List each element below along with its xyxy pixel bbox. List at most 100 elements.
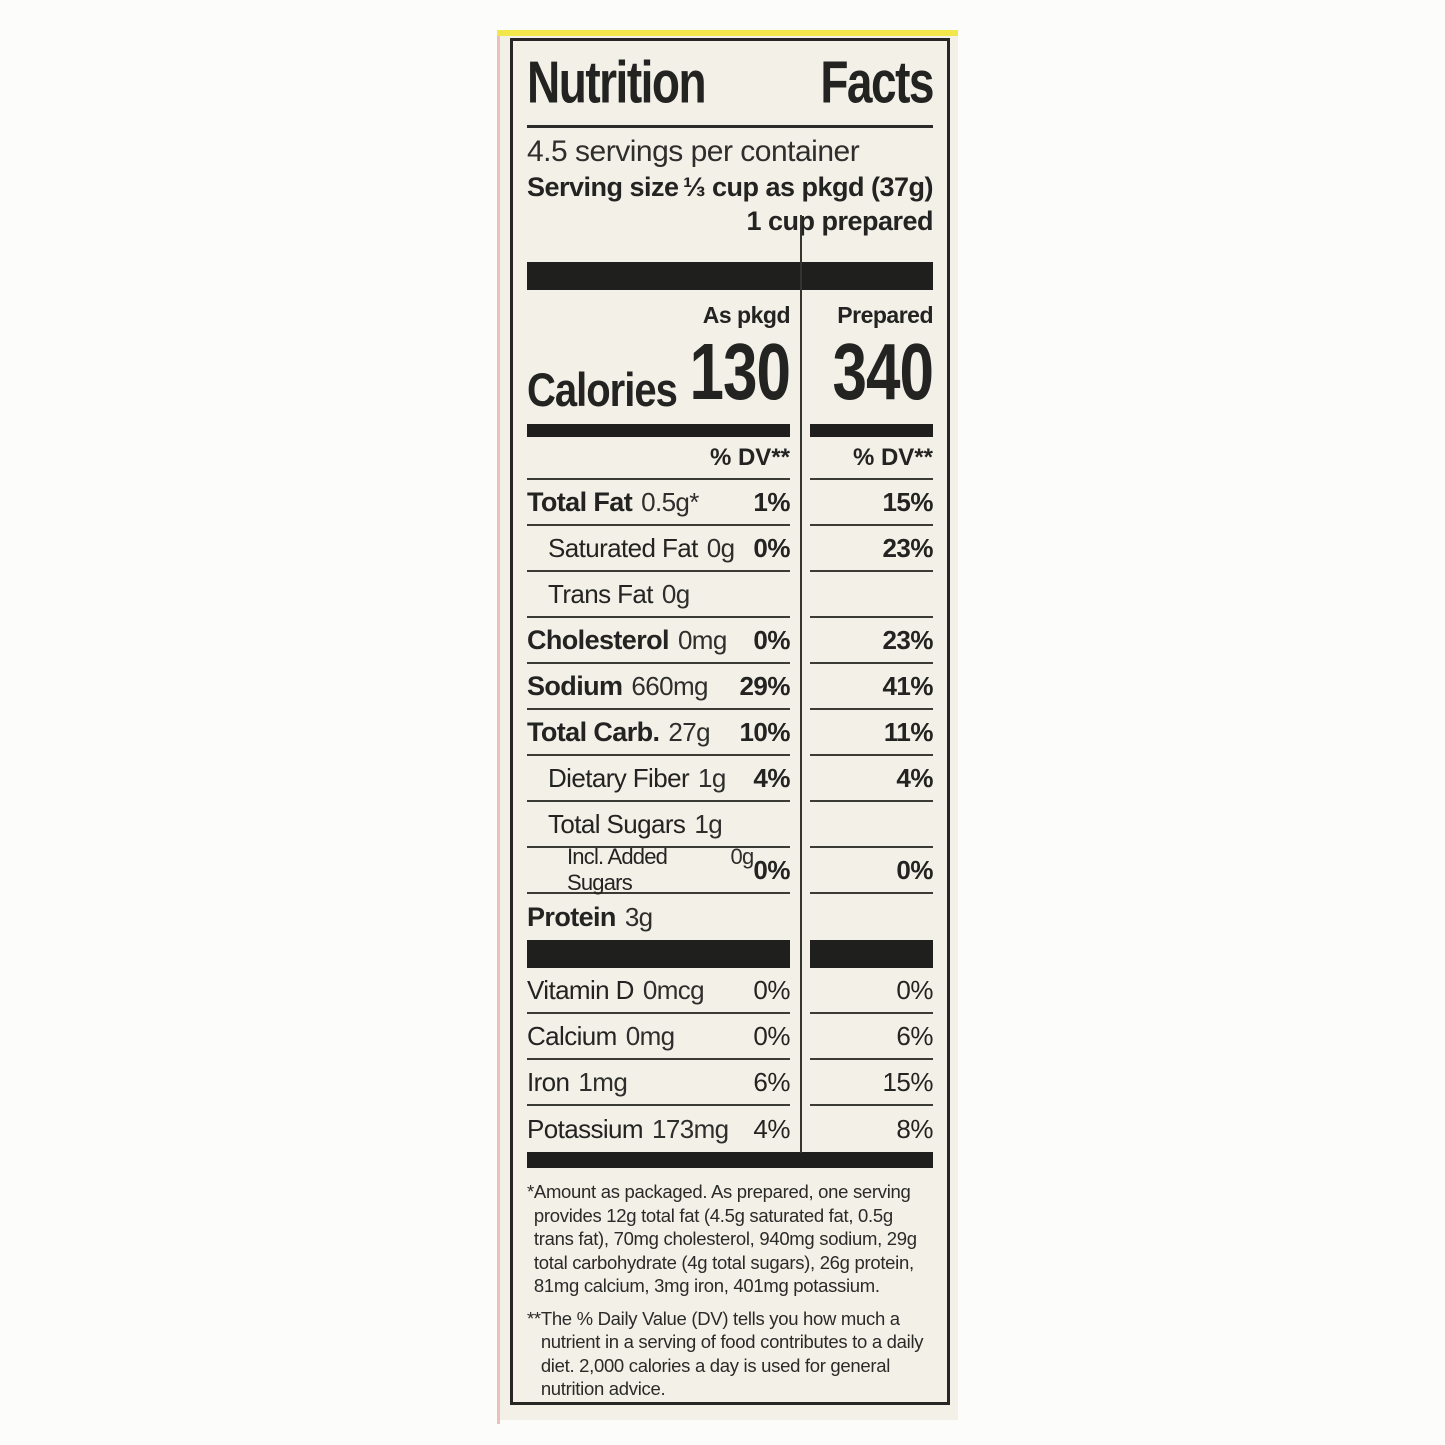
nutrient-dv-as-pkgd: 0% <box>753 974 790 1005</box>
nutrient-amount: 0g <box>730 844 755 869</box>
nutrient-row: Trans Fat 0g <box>527 572 933 618</box>
nutrient-amount: 0g <box>706 532 735 563</box>
nutrient-amount: 660mg <box>631 670 708 701</box>
label-title-word: Nutrition <box>527 48 707 116</box>
nutrient-name: Cholesterol <box>527 624 670 655</box>
nutrient-amount: 3g <box>624 901 653 932</box>
serving-size-label: Serving size <box>527 171 679 202</box>
nutrient-dv-prepared: 11% <box>883 716 934 747</box>
footnote-asterisk: ** <box>527 1307 541 1329</box>
dv-header-prepared: % DV** <box>852 443 933 471</box>
box-side-panel: Nutrition Facts 4.5 servings per contain… <box>497 30 958 1424</box>
section-divider-bar <box>527 940 933 968</box>
nutrient-amount: 0mg <box>677 624 727 655</box>
nutrient-name: Vitamin D <box>527 974 634 1005</box>
nutrient-row: Saturated Fat 0g 0% 23% <box>527 526 933 572</box>
label-title-word: Facts <box>820 48 934 116</box>
nutrient-name: Calcium <box>527 1020 617 1051</box>
nutrient-dv-prepared: 8% <box>896 1113 933 1144</box>
column-header-prepared: Prepared <box>837 301 933 328</box>
calories-as-pkgd-value: 130 <box>689 328 791 417</box>
nutrient-row: Calcium 0mg 0% 6% <box>527 1014 933 1060</box>
nutrient-name: Dietary Fiber <box>548 762 690 793</box>
calories-label: Calories <box>527 364 678 417</box>
nutrient-dv-as-pkgd: 4% <box>753 762 790 793</box>
nutrient-amount: 173mg <box>651 1113 729 1144</box>
panel-top-yellow-stripe <box>497 30 958 36</box>
calories-underline-bar <box>527 424 933 437</box>
nutrition-facts-label: Nutrition Facts 4.5 servings per contain… <box>510 38 950 1405</box>
nutrient-row: Total Fat 0.5g* 1% 15% <box>527 480 933 526</box>
nutrient-dv-prepared: 23% <box>882 624 933 655</box>
nutrient-dv-as-pkgd: 4% <box>753 1113 790 1144</box>
nutrient-dv-prepared: 0% <box>896 974 933 1005</box>
nutrient-name: Incl. Added Sugars <box>567 844 668 895</box>
column-header-as-pkgd: As pkgd <box>702 301 791 328</box>
nutrient-row: Total Carb. 27g 10% 11% <box>527 710 934 756</box>
nutrient-row: Incl. Added Sugars 0g 0% 0% <box>527 844 933 895</box>
footnote-asterisk: * <box>527 1181 534 1202</box>
nutrient-dv-prepared: 6% <box>896 1020 933 1051</box>
nutrient-dv-prepared: 0% <box>896 854 933 885</box>
servings-per-container: 4.5 servings per container <box>527 135 860 168</box>
footnote-text: Amount as packaged. As prepared, one ser… <box>533 1181 917 1296</box>
nutrient-amount: 0g <box>661 578 690 609</box>
nutrient-amount: 1g <box>694 808 723 839</box>
nutrient-name: Total Fat <box>527 486 633 517</box>
nutrient-row: Cholesterol 0mg 0% 23% <box>527 618 933 664</box>
nutrient-row: Sodium 660mg 29% 41% <box>527 664 933 710</box>
nutrient-row: Iron 1mg 6% 15% <box>527 1060 933 1106</box>
footnote-daily-value: ** The % Daily Value (DV) tells you how … <box>527 1307 933 1401</box>
nutrient-amount: 27g <box>668 716 711 747</box>
column-divider-line <box>800 215 802 1153</box>
vitamins-table: Vitamin D 0mcg 0% 0% Calcium 0mg 0% 6% I… <box>527 968 933 1152</box>
nutrient-amount: 1mg <box>578 1066 628 1097</box>
nutrient-name: Iron <box>527 1066 570 1097</box>
nutrient-name: Total Sugars <box>548 808 686 839</box>
dv-header-as-pkgd: % DV** <box>709 443 790 471</box>
nutrient-name: Total Carb. <box>527 716 660 747</box>
nutrient-name: Trans Fat <box>548 578 653 609</box>
nutrient-row: Vitamin D 0mcg 0% 0% <box>527 968 933 1014</box>
panel-edge-hairline <box>497 34 500 1424</box>
nutrient-amount: 0mcg <box>642 974 705 1005</box>
nutrient-name: Saturated Fat <box>548 532 698 563</box>
nutrient-name: Sodium <box>527 670 623 701</box>
nutrient-row: Dietary Fiber 1g 4% 4% <box>527 756 933 802</box>
nutrient-row: Protein 3g <box>527 894 933 940</box>
label-title: Nutrition Facts <box>527 48 934 117</box>
nutrients-table: Total Fat 0.5g* 1% 15% Saturated Fat 0g … <box>527 480 934 940</box>
nutrient-amount: 0mg <box>625 1020 675 1051</box>
serving-size-value: ⅓ cup as pkgd (37g) <box>682 171 934 202</box>
nutrient-dv-as-pkgd: 0% <box>753 854 790 885</box>
bottom-divider-bar <box>527 1152 933 1168</box>
nutrient-dv-prepared: 15% <box>882 1066 933 1097</box>
nutrient-row: Potassium 173mg 4% 8% <box>527 1106 933 1152</box>
daily-value-header-row: % DV** % DV** <box>527 437 933 480</box>
footnote-text: The % Daily Value (DV) tells you how muc… <box>540 1307 924 1400</box>
nutrient-dv-as-pkgd: 0% <box>753 1020 790 1051</box>
title-rule <box>527 125 933 128</box>
nutrient-dv-prepared: 15% <box>882 486 933 517</box>
nutrient-dv-prepared: 4% <box>896 762 933 793</box>
nutrient-amount: 1g <box>698 762 726 793</box>
nutrient-dv-as-pkgd: 1% <box>753 486 790 517</box>
nutrient-name: Potassium <box>527 1113 644 1144</box>
serving-size-row: Serving size ⅓ cup as pkgd (37g) <box>527 170 934 204</box>
calories-prepared-value: 340 <box>832 328 934 417</box>
nutrient-dv-as-pkgd: 10% <box>739 716 790 747</box>
calories-row: Calories 130 340 <box>527 328 934 420</box>
nutrient-dv-prepared: 41% <box>882 670 933 701</box>
nutrient-dv-as-pkgd: 0% <box>753 624 790 655</box>
nutrient-name: Protein <box>527 901 616 932</box>
nutrient-dv-as-pkgd: 6% <box>753 1066 790 1097</box>
nutrient-dv-prepared: 23% <box>882 532 933 563</box>
nutrient-amount: 0.5g* <box>641 486 699 517</box>
serving-size-prepared: 1 cup prepared <box>746 205 933 236</box>
footnote-as-packaged: * Amount as packaged. As prepared, one s… <box>527 1180 933 1298</box>
section-divider-bar <box>527 262 933 290</box>
column-headers-row: As pkgd Prepared <box>527 298 934 332</box>
nutrient-dv-as-pkgd: 0% <box>753 532 790 563</box>
nutrient-row: Total Sugars 1g <box>527 802 933 848</box>
